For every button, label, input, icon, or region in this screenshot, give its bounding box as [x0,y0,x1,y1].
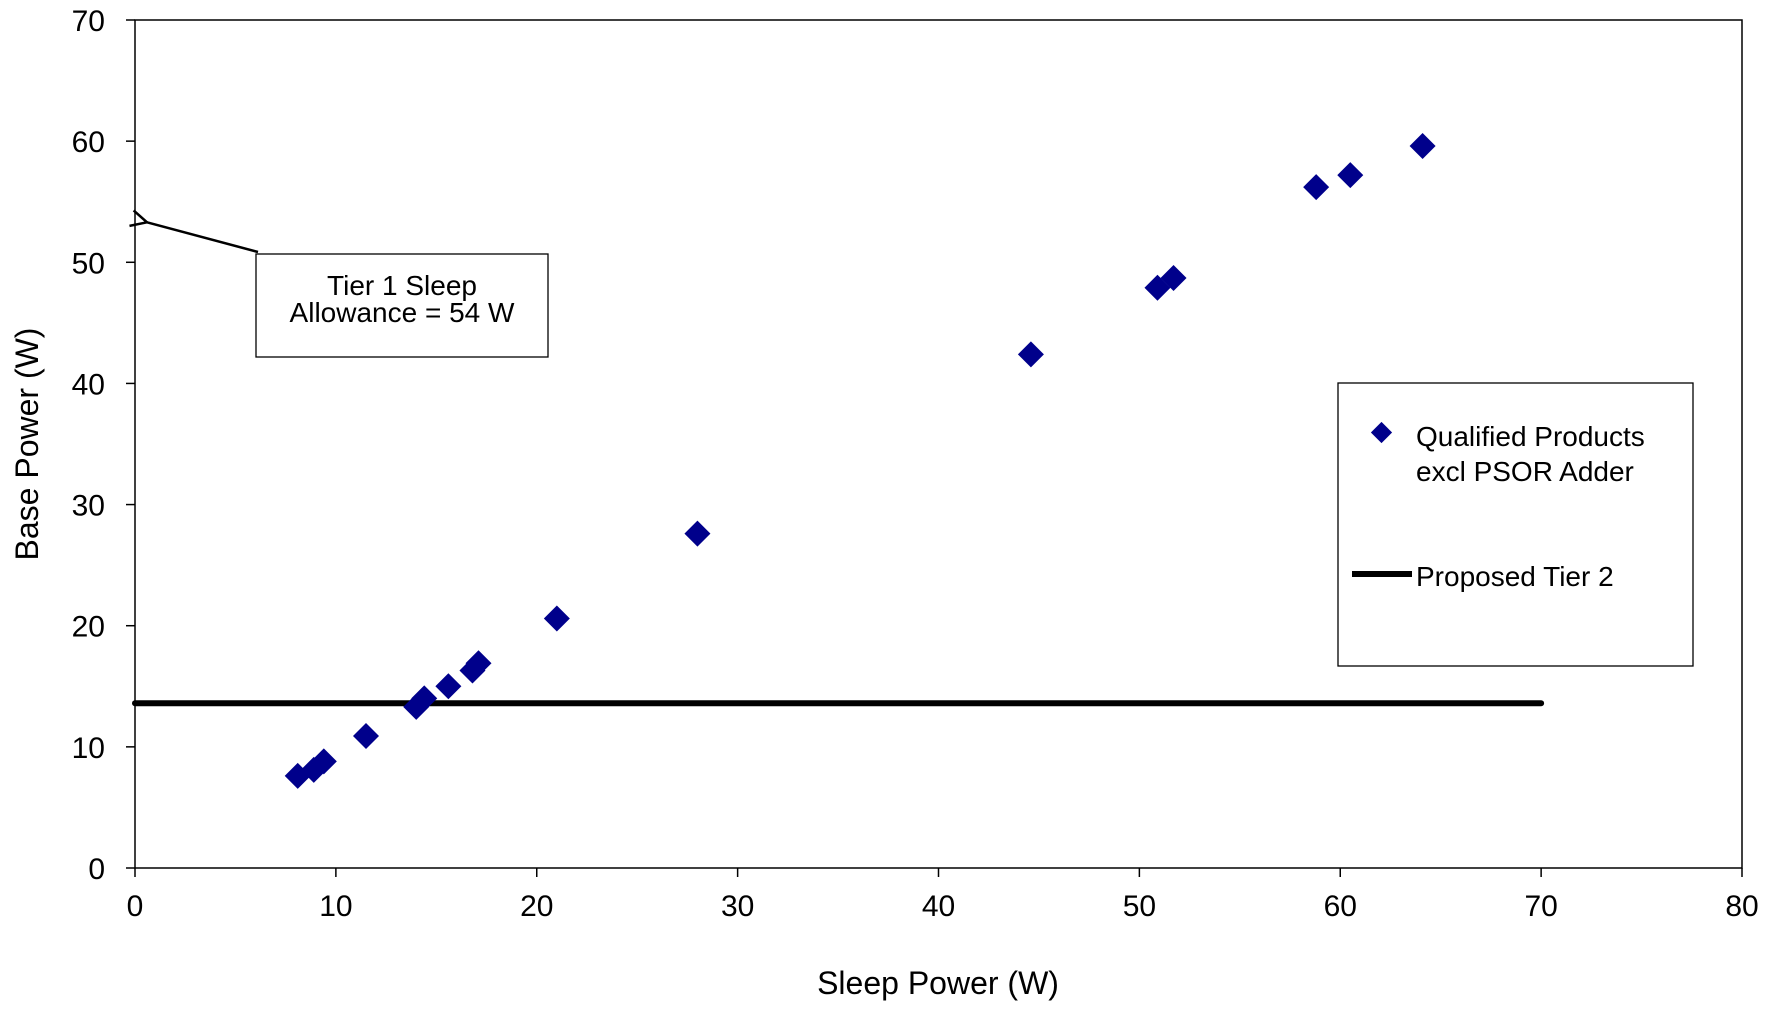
y-axis-ticks: 0 10 20 30 40 50 60 70 [72,5,135,886]
x-tick-label: 80 [1725,890,1758,923]
y-axis-title: Base Power (W) [9,328,45,561]
data-point [1409,132,1436,159]
y-tick-label: 30 [72,490,105,523]
legend-box [1337,382,1694,667]
data-point [465,650,492,677]
x-tick-label: 70 [1524,890,1557,923]
legend-label-proposed-tier-2: Proposed Tier 2 [1416,561,1614,592]
data-point [310,748,337,775]
tier1-annotation: Tier 1 Sleep Allowance = 54 W [147,222,549,358]
data-point [435,673,462,700]
x-tick-label: 50 [1123,890,1156,923]
data-point [411,685,438,712]
legend: Qualified Products excl PSOR Adder Propo… [1337,382,1694,667]
y-tick-label: 50 [72,247,105,280]
x-tick-label: 0 [127,890,144,923]
x-tick-label: 60 [1324,890,1357,923]
annotation-line-1: Tier 1 Sleep [327,270,477,301]
legend-label-qualified-line-2: excl PSOR Adder [1416,456,1634,487]
y-tick-label: 0 [88,853,105,886]
annotation-line-2: Allowance = 54 W [290,297,515,328]
y-tick-label: 20 [72,611,105,644]
x-tick-label: 10 [319,890,352,923]
qualified-products-series [284,132,1436,789]
x-tick-label: 20 [520,890,553,923]
y-tick-label: 60 [72,126,105,159]
data-point [1337,162,1364,189]
y-tick-label: 10 [72,732,105,765]
data-point [543,605,570,632]
y-tick-label: 70 [72,5,105,38]
legend-label-qualified-line-1: Qualified Products [1416,421,1645,452]
x-axis-ticks: 0 10 20 30 40 50 60 70 80 [127,868,1759,923]
annotation-box [255,253,549,358]
data-point [684,520,711,547]
data-point [1160,265,1187,292]
x-tick-label: 30 [721,890,754,923]
data-point [353,722,380,749]
x-tick-label: 40 [922,890,955,923]
data-point [1017,341,1044,368]
y-tick-label: 40 [72,368,105,401]
x-axis-title: Sleep Power (W) [817,965,1059,1001]
annotation-arrow [147,222,259,254]
data-point [1303,174,1330,201]
